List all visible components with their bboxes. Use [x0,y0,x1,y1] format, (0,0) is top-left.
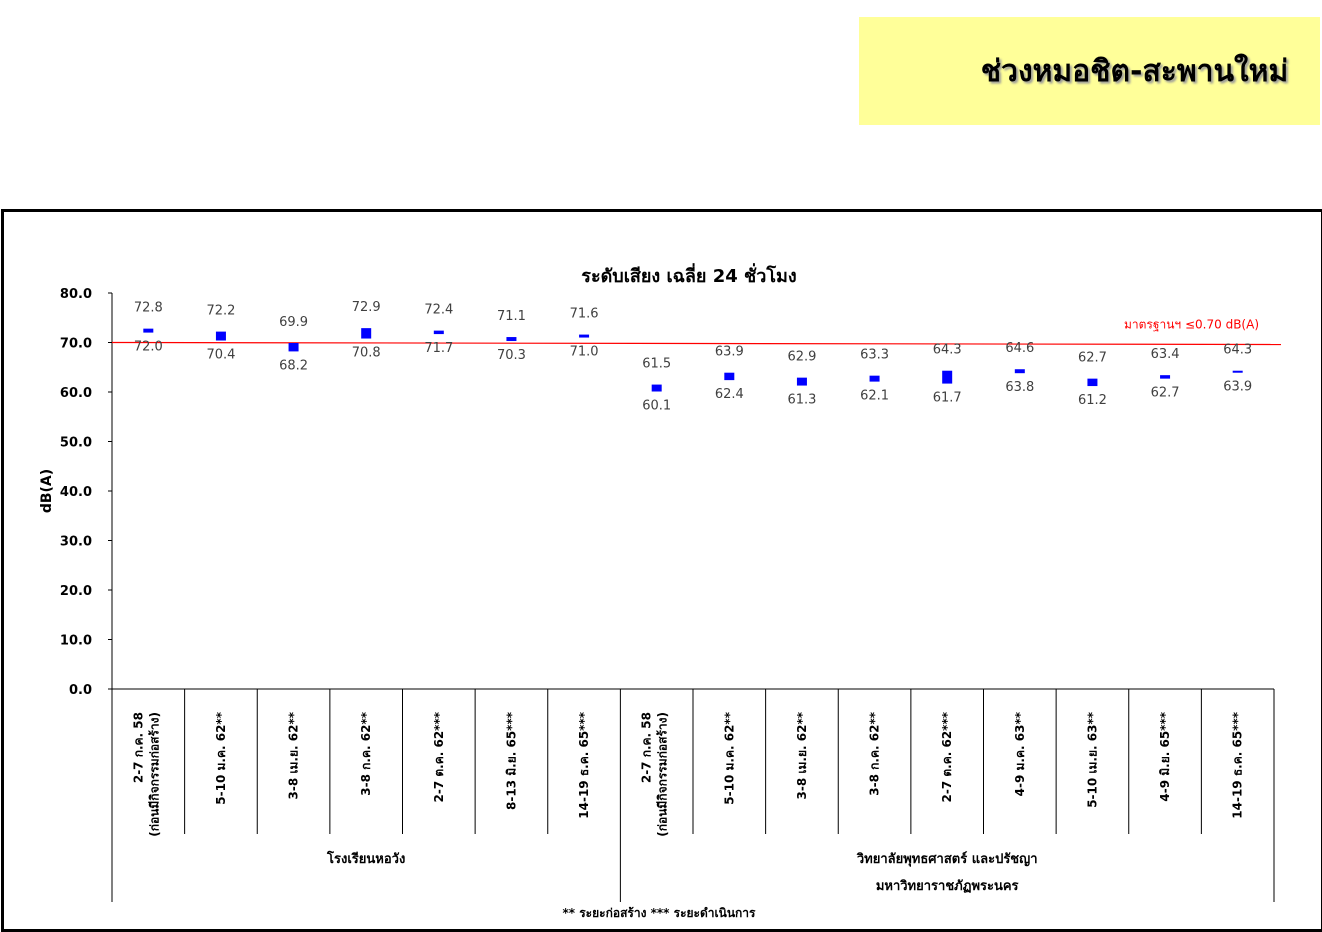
min-value-label: 71.7 [424,341,453,356]
range-bar [651,384,662,392]
max-value-label: 64.3 [1223,343,1252,358]
group-label: โรงเรียนหอวัง [326,850,405,867]
footnote: ** ระยะก่อสร้าง *** ระยะดำเนินการ [563,906,757,920]
range-bar [796,377,807,386]
min-value-label: 68.2 [279,358,308,373]
category-label: 3-8 เม.ย. 62** [795,711,809,799]
max-value-label: 63.9 [715,345,744,360]
category-label: 3-8 ก.ค. 62** [868,711,882,795]
range-bar [1232,370,1243,373]
max-value-label: 63.4 [1151,347,1180,362]
chart-frame: ระดับเสียง เฉลี่ย 24 ชั่วโมง 0.0 10.0 20.0 3… [1,209,1322,932]
max-value-label: 63.3 [860,348,889,363]
category-label: 8-13 มิ.ย. 65*** [504,711,518,810]
page-title-box: ช่วงหมอชิต-สะพานใหม่ [859,17,1320,125]
y-tick-label: 60.0 [60,386,92,401]
chart-title: ระดับเสียง เฉลี่ย 24 ชั่วโมง [581,263,796,287]
y-tick-label: 50.0 [60,436,92,451]
min-value-label: 62.4 [715,387,744,402]
standard-line [111,341,1282,346]
min-value-label: 62.1 [860,389,889,404]
min-value-label: 70.4 [206,348,235,363]
range-bar [942,370,953,384]
noise-range-chart: ระดับเสียง เฉลี่ย 24 ชั่วโมง 0.0 10.0 20.0 3… [39,263,1282,920]
y-tick-label: 10.0 [60,634,92,649]
min-value-label: 60.1 [642,399,671,414]
range-bar [361,328,372,339]
min-value-label: 61.7 [933,391,962,406]
range-bar [1014,369,1025,374]
category-label: 5-10 ม.ค. 62** [722,711,736,804]
category-label: 2-7 ต.ค. 62*** [940,711,954,802]
category-label: 3-8 ก.ค. 62** [359,711,373,795]
min-value-label: 62.7 [1151,386,1180,401]
max-value-label: 72.8 [134,301,163,316]
category-label: 3-8 เม.ย. 62** [287,711,301,799]
max-value-label: 62.7 [1078,351,1107,366]
min-value-label: 63.9 [1223,380,1252,395]
min-value-label: 61.3 [787,393,816,408]
category-label: 4-9 ม.ค. 63** [1013,711,1027,796]
group-label: วิทยาลัยพุทธศาสตร์ และปรัชญา [856,851,1037,867]
category-label-line2: (ก่อนมีกิจกรรมก่อสร้าง) [656,712,670,837]
page-title: ช่วงหมอชิต-สะพานใหม่ [980,53,1289,89]
range-bar [1160,375,1171,379]
category-label-line1: 2-7 ก.ค. 58 [640,712,654,783]
range-bar [869,375,880,382]
group-label: มหาวิทยาราชภัฏพระนคร [876,879,1019,894]
max-value-label: 71.6 [570,307,599,322]
min-value-label: 70.3 [497,348,526,363]
y-tick-label: 70.0 [60,337,92,352]
min-value-label: 72.0 [134,340,163,355]
category-label-line1: 2-7 ก.ค. 58 [131,712,145,783]
category-label: 5-10 เม.ย. 63** [1085,711,1099,808]
max-value-label: 71.1 [497,309,526,324]
max-value-label: 64.3 [933,343,962,358]
min-value-label: 70.8 [352,346,381,361]
category-label: 14-19 ธ.ค. 65*** [577,711,591,818]
range-bar [724,372,735,381]
category-label: 4-9 มิ.ย. 65*** [1158,711,1172,801]
max-value-label: 61.5 [642,357,671,372]
range-bar [579,334,590,338]
standard-label: มาตรฐานฯ ≤0.70 dB(A) [1124,318,1259,332]
max-value-label: 72.9 [352,300,381,315]
y-tick-label: 80.0 [60,287,92,302]
max-value-label: 72.4 [424,303,453,318]
category-label: 5-10 ม.ค. 62** [214,711,228,804]
range-bar [215,331,226,341]
y-tick-label: 30.0 [60,535,92,550]
min-value-label: 71.0 [570,345,599,360]
min-value-label: 61.2 [1078,393,1107,408]
category-label: 2-7 ต.ค. 62*** [432,711,446,802]
category-label: 14-19 ธ.ค. 65*** [1231,711,1245,818]
y-tick-label: 0.0 [69,683,92,698]
range-bar [433,330,444,335]
max-value-label: 69.9 [279,315,308,330]
y-tick-label: 20.0 [60,584,92,599]
range-bar [288,342,299,352]
y-axis-label: dB(A) [39,469,55,513]
range-bar [1087,378,1098,387]
range-bar [506,337,517,342]
range-bar [143,328,154,333]
category-label-line2: (ก่อนมีกิจกรรมก่อสร้าง) [147,712,161,837]
max-value-label: 72.2 [206,304,235,319]
max-value-label: 64.6 [1005,341,1034,356]
max-value-label: 62.9 [787,350,816,365]
y-tick-label: 40.0 [60,485,92,500]
min-value-label: 63.8 [1005,380,1034,395]
